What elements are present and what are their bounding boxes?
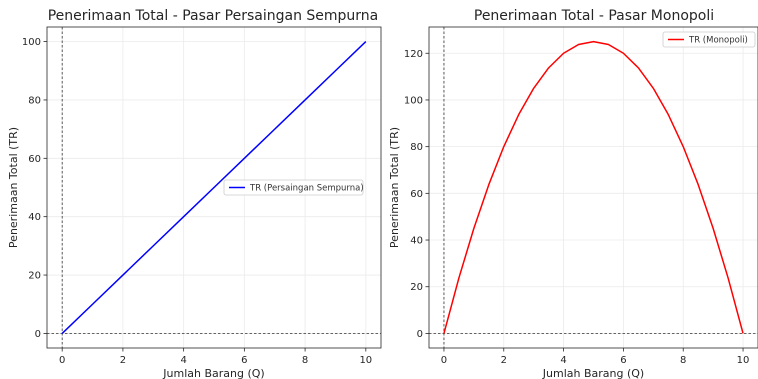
legend-box	[662, 31, 756, 48]
y-axis-label: Penerimaan Total (TR)	[388, 127, 401, 248]
x-tick-label: 4	[560, 355, 566, 366]
axes-frame	[428, 26, 758, 349]
y-tick-label: 20	[410, 282, 423, 293]
x-axis-label: Jumlah Barang (Q)	[542, 367, 644, 379]
legend: TR (Persaingan Sempurna)	[223, 179, 364, 196]
chart-title: Penerimaan Total - Pasar Persaingan Semp…	[48, 8, 379, 24]
chart-title: Penerimaan Total - Pasar Monopoli	[474, 8, 714, 24]
series-line-0	[61, 41, 367, 334]
x-tick-label: 8	[302, 355, 308, 366]
x-tick-label: 4	[180, 355, 186, 366]
x-tick-label: 6	[620, 355, 626, 366]
y-tick-label: 80	[28, 95, 41, 106]
legend: TR (Monopoli)	[662, 31, 756, 48]
x-tick-label: 2	[120, 355, 126, 366]
y-tick-label: 120	[404, 49, 423, 60]
y-tick-label: 60	[28, 154, 41, 165]
series-line-0	[443, 40, 744, 334]
y-tick-label: 80	[410, 142, 423, 153]
y-tick-label: 100	[404, 95, 423, 106]
x-tick-label: 0	[59, 355, 65, 366]
y-tick-label: 40	[28, 212, 41, 223]
x-tick-label: 0	[441, 355, 447, 366]
x-tick-label: 8	[680, 355, 686, 366]
x-tick-label: 10	[359, 355, 372, 366]
x-tick-label: 2	[501, 355, 507, 366]
y-tick-label: 0	[35, 329, 41, 340]
y-tick-label: 100	[22, 37, 41, 48]
x-tick-label: 6	[241, 355, 247, 366]
y-tick-label: 40	[410, 236, 423, 247]
x-axis-label: Jumlah Barang (Q)	[162, 367, 264, 379]
y-tick-label: 0	[417, 329, 423, 340]
axes-frame	[46, 26, 382, 349]
y-tick-label: 60	[410, 189, 423, 200]
legend-label: TR (Persaingan Sempurna)	[249, 184, 364, 194]
y-tick-label: 20	[28, 271, 41, 282]
x-tick-label: 10	[737, 355, 750, 366]
legend-box	[223, 179, 364, 196]
legend-label: TR (Monopoli)	[688, 36, 748, 46]
y-axis-label: Penerimaan Total (TR)	[7, 127, 20, 248]
